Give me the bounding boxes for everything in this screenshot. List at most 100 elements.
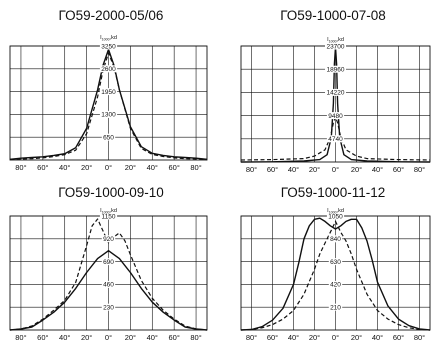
y-tick-label: 1050 — [328, 213, 343, 220]
x-tick-label: 80° — [190, 333, 201, 342]
y-tick-label-bg — [325, 65, 346, 73]
y-axis-label: I1000,kd — [327, 37, 344, 44]
y-tick-label: 690 — [103, 259, 114, 266]
y-tick-label: 18960 — [326, 67, 344, 74]
y-axis-label-subscript: 1000 — [329, 211, 337, 215]
y-axis-label-unit: ,kd — [110, 208, 117, 214]
x-tick-label: 80° — [414, 333, 425, 342]
x-tick-label: 20° — [125, 163, 136, 172]
x-tick-label: 40° — [372, 333, 383, 342]
y-axis-label-symbol: I — [327, 37, 329, 43]
y-tick-label: 920 — [103, 236, 114, 243]
y-axis-label-symbol: I — [100, 35, 102, 41]
x-tick-label: 20° — [351, 165, 362, 174]
y-tick-label-bg — [101, 258, 116, 266]
y-axis-label-symbol: I — [327, 208, 329, 214]
y-tick-label: 420 — [330, 282, 341, 289]
series-line-solid — [9, 249, 208, 331]
x-tick-label: 80° — [190, 163, 201, 172]
x-tick-label: 80° — [246, 165, 257, 174]
y-axis-label: I1000,kd — [327, 208, 344, 215]
x-tick-label: 20° — [309, 165, 320, 174]
x-tick-label: 20° — [81, 333, 92, 342]
y-tick-label-bg — [99, 88, 118, 96]
y-tick-label: 2600 — [101, 66, 116, 73]
x-tick-label: 80° — [246, 333, 257, 342]
y-tick-label-bg — [325, 42, 346, 50]
y-tick-label-bg — [328, 235, 343, 243]
chart-title: ГО59-1000-07-08 — [280, 8, 386, 23]
y-tick-label: 14220 — [326, 90, 344, 97]
x-tick-label: 80° — [15, 333, 26, 342]
y-tick-label: 23700 — [326, 43, 344, 50]
chart-title: ГО59-2000-05/06 — [59, 8, 164, 23]
x-tick-label: 40° — [59, 333, 70, 342]
y-tick-label: 3250 — [101, 43, 116, 50]
x-tick-label: 60° — [267, 165, 278, 174]
x-tick-label: 40° — [372, 165, 383, 174]
x-tick-label: 20° — [125, 333, 136, 342]
y-tick-label-bg — [101, 303, 116, 311]
y-tick-label: 1300 — [101, 112, 116, 119]
y-tick-label: 210 — [330, 305, 341, 312]
y-tick-label-bg — [325, 88, 346, 96]
x-tick-label: 60° — [37, 333, 48, 342]
x-tick-label: 60° — [267, 333, 278, 342]
x-tick-label: 0° — [332, 333, 339, 342]
y-axis-label-unit: ,kd — [337, 208, 344, 214]
y-tick-label-bg — [326, 135, 345, 143]
y-axis-label-unit: ,kd — [337, 37, 344, 43]
y-axis-label-symbol: I — [100, 208, 102, 214]
y-axis-label-subscript: 1000 — [102, 211, 110, 215]
y-tick-label-bg — [101, 280, 116, 288]
y-tick-label: 230 — [103, 305, 114, 312]
y-tick-label: 9480 — [328, 113, 343, 120]
x-tick-label: 20° — [351, 333, 362, 342]
y-tick-label-bg — [99, 110, 118, 118]
x-tick-label: 60° — [168, 163, 179, 172]
x-tick-label: 0° — [332, 165, 339, 174]
y-tick-label-bg — [101, 133, 116, 141]
chart-title: ГО59-1000-11-12 — [281, 185, 386, 200]
y-tick-label: 1950 — [101, 89, 116, 96]
x-tick-label: 40° — [59, 163, 70, 172]
y-tick-label: 460 — [103, 282, 114, 289]
x-tick-label: 60° — [37, 163, 48, 172]
x-tick-label: 60° — [393, 333, 404, 342]
chart-title: ГО59-1000-09-10 — [58, 185, 164, 200]
series-line-dashed — [9, 52, 208, 161]
x-tick-label: 20° — [81, 163, 92, 172]
y-tick-label-bg — [326, 212, 345, 220]
y-tick-label-bg — [328, 280, 343, 288]
y-tick-label-bg — [99, 42, 118, 50]
chart-panel-1: ГО59-2000-05/066501300195026003250I1000,… — [9, 8, 208, 172]
y-axis-label: I1000,kd — [100, 208, 117, 215]
y-tick-label-bg — [101, 235, 116, 243]
y-tick-label-bg — [326, 112, 345, 120]
y-tick-label-bg — [99, 65, 118, 73]
x-tick-label: 40° — [147, 163, 158, 172]
y-tick-label: 4740 — [328, 136, 343, 143]
x-tick-label: 60° — [393, 165, 404, 174]
chart-panel-2: ГО59-1000-07-08 4740 9480 14220 18960 23700I1… — [240, 8, 431, 174]
y-tick-label: 630 — [330, 259, 341, 266]
x-tick-label: 40° — [288, 165, 299, 174]
x-tick-label: 20° — [309, 333, 320, 342]
x-tick-label: 40° — [288, 333, 299, 342]
y-tick-label: 1150 — [102, 213, 116, 220]
series-line-dashed — [240, 220, 431, 331]
y-tick-label: 840 — [330, 236, 341, 243]
x-tick-label: 0° — [105, 163, 112, 172]
y-tick-label: 650 — [103, 135, 114, 142]
x-tick-label: 80° — [15, 163, 26, 172]
y-axis-label: I1000,kd — [100, 35, 117, 42]
y-axis-label-subscript: 1000 — [329, 40, 337, 44]
x-tick-label: 60° — [168, 333, 179, 342]
y-axis-label-unit: ,kd — [110, 35, 117, 41]
x-tick-label: 0° — [105, 333, 112, 342]
y-axis-label-subscript: 1000 — [102, 38, 110, 42]
series-line-dashed — [9, 218, 208, 331]
